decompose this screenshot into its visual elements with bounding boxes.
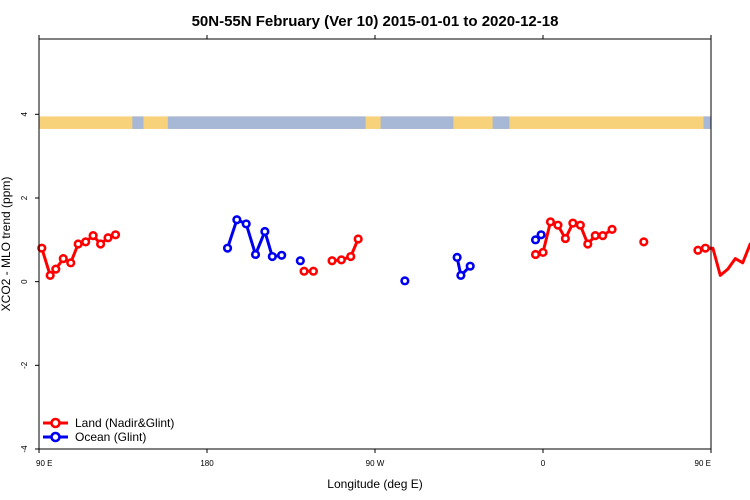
data-point (553, 220, 563, 230)
data-point (452, 252, 462, 262)
ocean-band-segment (492, 116, 510, 129)
data-point (568, 218, 578, 228)
data-point (110, 230, 121, 240)
data-point (465, 261, 475, 271)
plot-frame (38, 38, 712, 450)
data-point (700, 243, 711, 253)
data-point (560, 233, 571, 244)
y-tick-label: 2 (20, 195, 29, 200)
data-point (277, 250, 287, 260)
ocean-band-segment (703, 116, 711, 129)
data-point (327, 256, 337, 266)
legend-marker (50, 417, 61, 429)
x-axis: 90 E 180 90 W 0 90 E (36, 35, 712, 468)
data-point (250, 249, 261, 260)
data-point (607, 224, 617, 234)
data-point (590, 231, 600, 241)
data-point (530, 235, 541, 245)
data-point (88, 231, 98, 241)
series-layer (37, 215, 750, 286)
data-point (583, 239, 593, 249)
data-point (530, 249, 541, 260)
data-point (267, 251, 277, 262)
chart-title: 50N-55N February (Ver 10) 2015-01-01 to … (192, 13, 559, 30)
data-point (103, 233, 113, 243)
data-point (545, 217, 556, 227)
data-point (538, 247, 548, 257)
series-line (697, 242, 750, 277)
data-point (222, 243, 233, 253)
x-tick-label: 90 E (695, 459, 711, 468)
data-point (66, 258, 76, 268)
x-tick-label: 90 W (366, 459, 385, 468)
y-axis: -4 -2 0 2 4 (20, 112, 39, 453)
data-point (346, 251, 356, 262)
y-axis-label: XCO2 - MLO trend (ppm) (0, 177, 13, 312)
y-tick-label: 4 (20, 112, 29, 117)
series-land (37, 217, 750, 280)
data-point (299, 266, 309, 276)
series-line (331, 238, 360, 263)
x-tick-label: 0 (541, 459, 546, 468)
land-sea-band (39, 116, 711, 129)
x-axis-label: Longitude (deg E) (327, 477, 422, 491)
data-point (693, 245, 703, 255)
data-point (639, 237, 649, 247)
data-point (336, 255, 347, 265)
series-ocean (222, 215, 546, 286)
data-point (58, 254, 68, 264)
data-point (400, 276, 410, 286)
data-point (81, 237, 91, 247)
data-point (45, 270, 55, 280)
data-point (241, 219, 251, 229)
y-tick-label: -2 (20, 361, 29, 369)
data-point (232, 215, 242, 225)
legend-label: Ocean (Glint) (75, 430, 146, 444)
data-point (95, 239, 106, 249)
data-point (51, 264, 61, 274)
data-point (456, 270, 466, 280)
data-point (73, 239, 83, 249)
y-tick-label: -4 (20, 445, 29, 453)
x-tick-label: 90 E (36, 459, 52, 468)
data-point (536, 230, 546, 240)
data-point (260, 226, 270, 237)
data-point (575, 220, 585, 230)
x-tick-label: 180 (200, 459, 214, 468)
legend: Land (Nadir&Glint)Ocean (Glint) (43, 416, 174, 444)
data-point (598, 231, 608, 241)
legend-marker (50, 431, 61, 443)
data-point (295, 256, 305, 266)
ocean-band-segment (132, 116, 144, 129)
ocean-band-segment (167, 116, 366, 129)
data-point (353, 234, 363, 244)
y-tick-label: 0 (20, 279, 29, 284)
ocean-band-segment (380, 116, 454, 129)
data-point (308, 266, 319, 276)
legend-label: Land (Nadir&Glint) (75, 416, 174, 430)
